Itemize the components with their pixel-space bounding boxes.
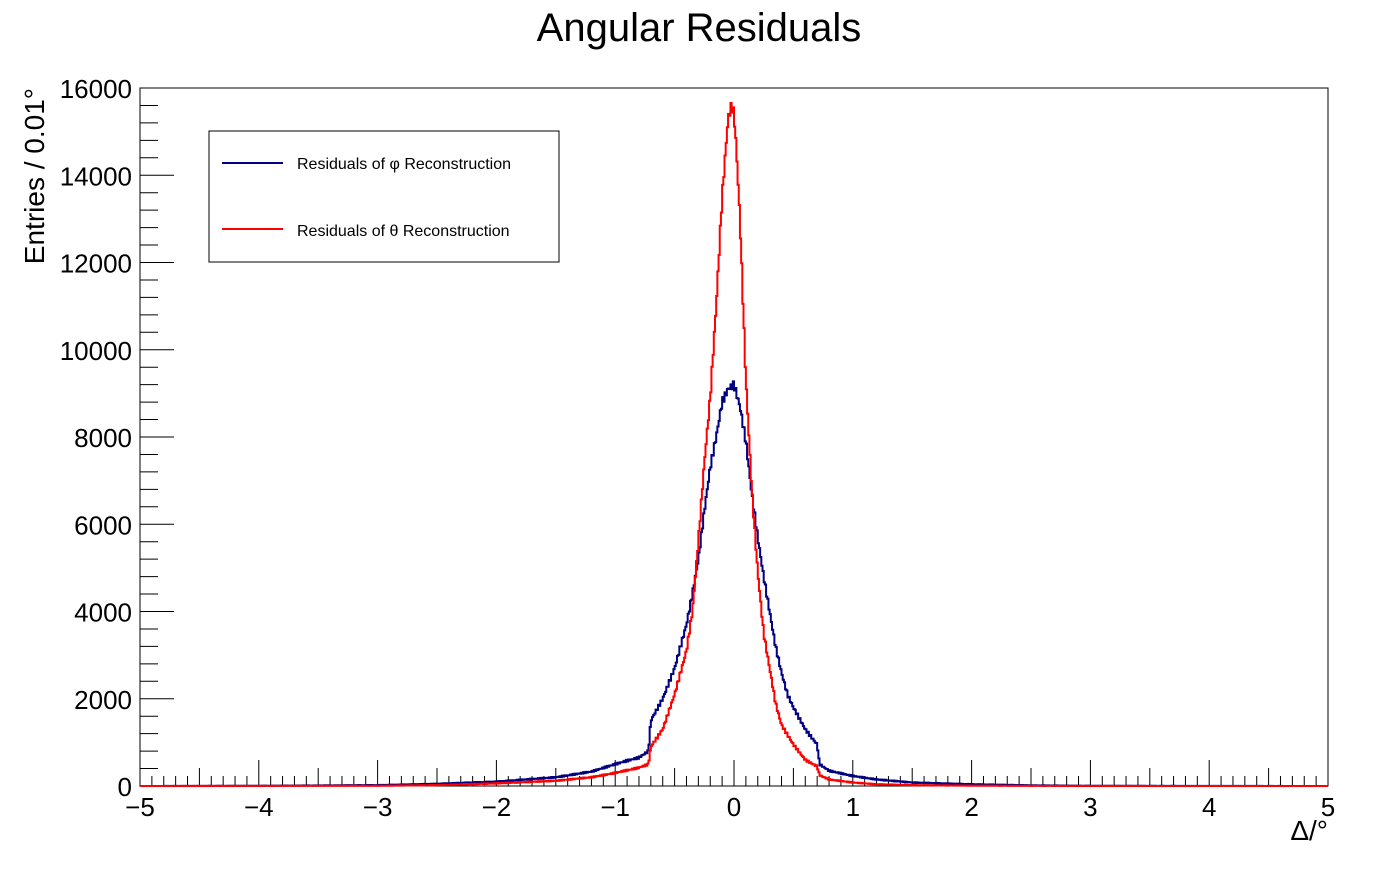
x-tick-label: −1: [600, 792, 630, 822]
x-tick-label: −3: [363, 792, 393, 822]
series-theta-line: [140, 102, 1328, 787]
x-tick-label: 2: [964, 792, 978, 822]
y-tick-label: 0: [118, 772, 132, 802]
y-tick-label: 4000: [74, 598, 132, 628]
y-axis: 0 2000 4000 6000 8000 10000 12000 14000 16000: [60, 74, 174, 802]
x-axis-label: Δ/°: [1290, 815, 1328, 846]
x-tick-label: 3: [1083, 792, 1097, 822]
x-axis: −5 −4 −3 −2 −1 0 1 2 3 4 5: [125, 760, 1335, 822]
x-tick-label: −4: [244, 792, 274, 822]
y-tick-label: 8000: [74, 423, 132, 453]
series-phi-line: [140, 380, 1328, 787]
y-tick-label: 2000: [74, 685, 132, 715]
y-tick-label: 6000: [74, 510, 132, 540]
x-tick-label: −2: [482, 792, 512, 822]
legend-label-phi: Residuals of φ Reconstruction: [297, 156, 511, 173]
y-tick-label: 12000: [60, 249, 132, 279]
x-tick-label: 4: [1202, 792, 1216, 822]
legend-box: [208, 130, 560, 263]
y-tick-label: 16000: [60, 74, 132, 104]
x-tick-label: 1: [846, 792, 860, 822]
y-axis-label: Entries / 0.01°: [19, 88, 50, 264]
x-tick-label: −5: [125, 792, 155, 822]
legend-label-theta: Residuals of θ Reconstruction: [297, 223, 510, 240]
legend: Residuals of φ Reconstruction Residuals …: [208, 130, 560, 263]
y-tick-label: 10000: [60, 336, 132, 366]
x-tick-label: 5: [1321, 792, 1335, 822]
chart-title: Angular Residuals: [537, 6, 862, 50]
x-tick-label: 0: [727, 792, 741, 822]
y-tick-label: 14000: [60, 161, 132, 191]
series-layer: [140, 102, 1328, 787]
